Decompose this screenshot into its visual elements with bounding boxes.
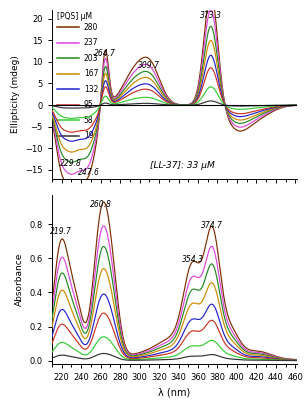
Text: 280: 280: [84, 23, 98, 32]
Text: 229.8: 229.8: [60, 159, 82, 168]
Text: 309.7: 309.7: [138, 61, 160, 70]
Y-axis label: Ellipticity (mdeg): Ellipticity (mdeg): [11, 55, 20, 133]
Text: 354.3: 354.3: [181, 255, 203, 264]
Text: 167: 167: [84, 69, 98, 78]
Y-axis label: Absorbance: Absorbance: [15, 253, 24, 306]
Text: 95: 95: [84, 100, 94, 110]
Text: 203: 203: [84, 54, 98, 63]
Text: [PQS] μM: [PQS] μM: [57, 12, 92, 21]
Text: 58: 58: [84, 116, 93, 125]
X-axis label: λ (nm): λ (nm): [159, 388, 191, 398]
Text: 373.3: 373.3: [200, 10, 222, 20]
Text: 132: 132: [84, 85, 98, 94]
Text: [LL-37]: 33 μM: [LL-37]: 33 μM: [150, 161, 214, 170]
Text: 247.6: 247.6: [77, 168, 99, 177]
Text: 264.7: 264.7: [94, 50, 116, 58]
Text: 260.8: 260.8: [90, 200, 112, 209]
Text: 374.7: 374.7: [201, 221, 223, 230]
Text: 237: 237: [84, 38, 98, 47]
Text: 219.7: 219.7: [50, 227, 72, 236]
Text: 19: 19: [84, 132, 93, 140]
